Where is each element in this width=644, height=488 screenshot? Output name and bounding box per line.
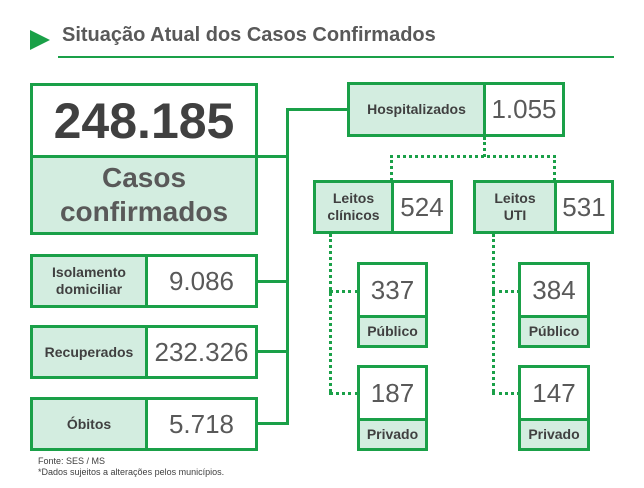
leitos-clinicos-label-box: Leitos clínicos: [313, 180, 394, 234]
clinicos-privado-label: Privado: [366, 426, 419, 442]
total-cases-value-box: 248.185: [30, 83, 258, 158]
recuperados-label: Recuperados: [44, 343, 134, 360]
leitos-uti-label-line2: UTI: [503, 207, 527, 223]
isolamento-label-line2: domiciliar: [55, 281, 123, 297]
clinicos-publico-value-box: 337: [357, 262, 428, 318]
total-cases-label-box: Casos confirmados: [30, 155, 258, 235]
dotted-connector-hosp: [483, 137, 486, 157]
obitos-label: Óbitos: [66, 415, 112, 432]
connector-total: [256, 155, 289, 158]
total-cases-label-line1: Casos: [101, 162, 187, 193]
isolamento-label-line1: Isolamento: [52, 264, 126, 280]
recuperados-value: 232.326: [154, 336, 249, 367]
leitos-clinicos-value-box: 524: [391, 180, 453, 234]
uti-privado-value-box: 147: [518, 365, 590, 421]
leitos-uti-value: 531: [562, 191, 606, 222]
recuperados-value-box: 232.326: [145, 325, 258, 379]
leitos-uti-label-line1: Leitos: [494, 190, 536, 206]
uti-publico-value: 384: [532, 274, 576, 305]
connector-hospitalizados: [286, 108, 350, 111]
leitos-clinicos-value: 524: [400, 191, 444, 222]
dotted-connector-uti-publico: [492, 290, 520, 293]
uti-publico-label-box: Público: [518, 315, 590, 348]
hospitalizados-label: Hospitalizados: [367, 101, 466, 117]
clinicos-publico-label: Público: [367, 323, 418, 339]
isolamento-value: 9.086: [168, 265, 235, 296]
total-cases-value: 248.185: [53, 92, 235, 149]
dotted-connector-clinicos-down: [329, 234, 332, 392]
clinicos-publico-label-box: Público: [357, 315, 428, 348]
leitos-clinicos-label-line1: Leitos: [332, 190, 375, 206]
dotted-connector-uti-down: [492, 234, 495, 392]
dotted-connector-uti-privado: [492, 392, 520, 395]
connector-isolamento: [256, 280, 289, 283]
dotted-connector-split: [390, 155, 556, 158]
hospitalizados-label-box: Hospitalizados: [347, 82, 486, 137]
hospitalizados-value-box: 1.055: [483, 82, 565, 137]
connector-recuperados: [256, 350, 289, 353]
isolamento-label-box: Isolamento domiciliar: [30, 254, 148, 308]
clinicos-privado-value-box: 187: [357, 365, 428, 421]
leitos-clinicos-label-line2: clínicos: [327, 207, 380, 223]
uti-privado-label-box: Privado: [518, 418, 590, 451]
clinicos-publico-value: 337: [370, 274, 415, 305]
recuperados-label-box: Recuperados: [30, 325, 148, 379]
footer-source: Fonte: SES / MS: [38, 456, 106, 466]
total-cases-label-line2: confirmados: [59, 196, 229, 227]
page-title: Situação Atual dos Casos Confirmados: [62, 24, 436, 46]
uti-privado-value: 147: [532, 377, 576, 408]
uti-publico-label: Público: [528, 323, 580, 339]
dotted-connector-clinicos: [390, 155, 393, 181]
dotted-connector-uti: [553, 155, 556, 181]
clinicos-privado-label-box: Privado: [357, 418, 428, 451]
leitos-uti-value-box: 531: [554, 180, 614, 234]
clinicos-privado-value: 187: [370, 377, 415, 408]
obitos-label-box: Óbitos: [30, 397, 148, 451]
leitos-uti-label-box: Leitos UTI: [473, 180, 557, 234]
footer-note: *Dados sujeitos a alterações pelos munic…: [38, 467, 225, 477]
uti-publico-value-box: 384: [518, 262, 590, 318]
connector-obitos: [256, 422, 289, 425]
connector-trunk: [286, 108, 289, 425]
uti-privado-label: Privado: [528, 426, 580, 442]
dotted-connector-clinicos-publico: [329, 290, 359, 293]
isolamento-value-box: 9.086: [145, 254, 258, 308]
hospitalizados-value: 1.055: [491, 94, 557, 124]
title-underline: [58, 56, 614, 58]
dotted-connector-clinicos-privado: [329, 392, 359, 395]
obitos-value-box: 5.718: [145, 397, 258, 451]
obitos-value: 5.718: [168, 408, 235, 439]
title-arrow-icon: [30, 30, 50, 50]
